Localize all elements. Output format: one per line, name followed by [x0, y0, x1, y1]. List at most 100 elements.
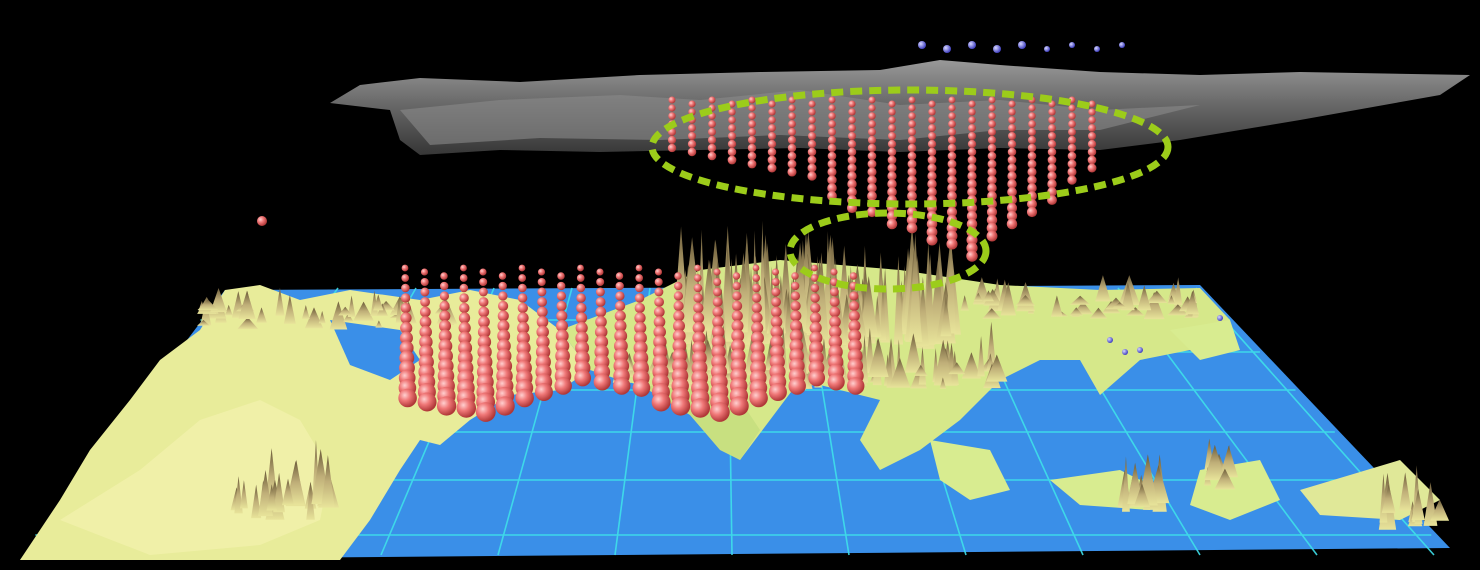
sphere — [849, 272, 858, 280]
sphere — [966, 218, 978, 230]
blue-sphere — [968, 41, 976, 49]
sphere — [517, 312, 529, 324]
sphere — [767, 131, 777, 141]
sphere — [1027, 135, 1037, 145]
sphere — [907, 159, 917, 169]
sphere — [674, 272, 682, 280]
sphere — [534, 383, 553, 401]
sphere — [808, 100, 816, 108]
sphere — [419, 306, 431, 318]
sphere — [888, 100, 896, 108]
blue-sphere — [1094, 46, 1100, 52]
sphere — [810, 293, 820, 303]
sphere — [1048, 124, 1056, 132]
sphere — [398, 388, 417, 408]
sphere — [556, 300, 567, 312]
sphere — [654, 278, 663, 286]
sphere — [987, 151, 997, 161]
sphere — [828, 120, 836, 128]
sphere — [848, 124, 856, 132]
sphere — [808, 108, 816, 116]
sphere — [708, 128, 716, 136]
sphere — [867, 151, 877, 161]
sphere — [1067, 167, 1077, 177]
sphere — [867, 159, 877, 169]
sphere — [908, 128, 916, 136]
sphere — [828, 128, 836, 136]
sphere — [807, 163, 817, 173]
sphere — [614, 329, 628, 343]
sphere — [727, 139, 737, 149]
sphere — [694, 264, 701, 272]
peak — [1143, 291, 1165, 320]
sphere — [595, 316, 607, 328]
peak — [1167, 295, 1176, 305]
sphere — [988, 96, 996, 104]
particles — [257, 41, 1223, 422]
sphere — [768, 383, 787, 401]
sphere — [887, 187, 897, 197]
sphere — [988, 128, 996, 136]
sphere — [653, 325, 666, 339]
sphere — [868, 104, 876, 112]
sphere — [908, 112, 916, 120]
sphere — [787, 143, 797, 153]
sphere — [1027, 151, 1037, 161]
sphere — [688, 124, 696, 132]
sphere — [687, 139, 697, 149]
peak — [375, 320, 383, 328]
gray-fold — [400, 90, 1200, 145]
sphere — [770, 306, 782, 318]
sphere — [634, 302, 645, 314]
sphere — [707, 135, 717, 145]
peak — [343, 313, 354, 322]
sphere — [750, 331, 764, 345]
sphere — [847, 155, 857, 165]
sphere — [906, 222, 918, 234]
sphere — [988, 112, 996, 120]
sphere — [887, 179, 897, 189]
sphere — [1047, 171, 1057, 181]
sphere — [907, 175, 917, 185]
peak — [347, 295, 356, 317]
sphere — [848, 310, 860, 322]
sphere — [593, 373, 611, 391]
sphere — [574, 369, 592, 387]
sphere — [867, 191, 877, 201]
sphere — [575, 312, 588, 324]
sphere — [687, 131, 697, 141]
peak — [983, 288, 1002, 306]
sphere — [886, 218, 898, 230]
sphere — [748, 128, 756, 136]
sphere — [692, 312, 705, 324]
sphere — [947, 183, 957, 193]
sphere — [731, 329, 745, 343]
blue-sphere — [993, 45, 1001, 53]
peak — [288, 459, 305, 505]
sphere — [498, 291, 508, 301]
sphere — [1068, 112, 1076, 120]
sphere — [651, 392, 671, 412]
peak — [986, 321, 997, 372]
sphere — [709, 402, 730, 422]
sphere — [867, 135, 877, 145]
sphere — [400, 312, 412, 324]
sphere — [947, 143, 957, 153]
sphere — [537, 268, 546, 276]
island — [930, 440, 1010, 500]
sphere — [828, 96, 836, 104]
sphere — [668, 104, 676, 112]
sphere — [967, 179, 977, 189]
peak — [240, 480, 248, 509]
sphere — [667, 143, 677, 153]
sphere — [557, 281, 566, 291]
sphere — [946, 238, 958, 250]
sphere — [498, 272, 507, 280]
sphere — [790, 310, 802, 322]
sphere — [1007, 147, 1017, 157]
sphere — [575, 321, 588, 335]
peak — [338, 306, 353, 316]
peak — [1185, 290, 1200, 315]
sphere — [847, 147, 857, 157]
sphere — [708, 96, 716, 104]
